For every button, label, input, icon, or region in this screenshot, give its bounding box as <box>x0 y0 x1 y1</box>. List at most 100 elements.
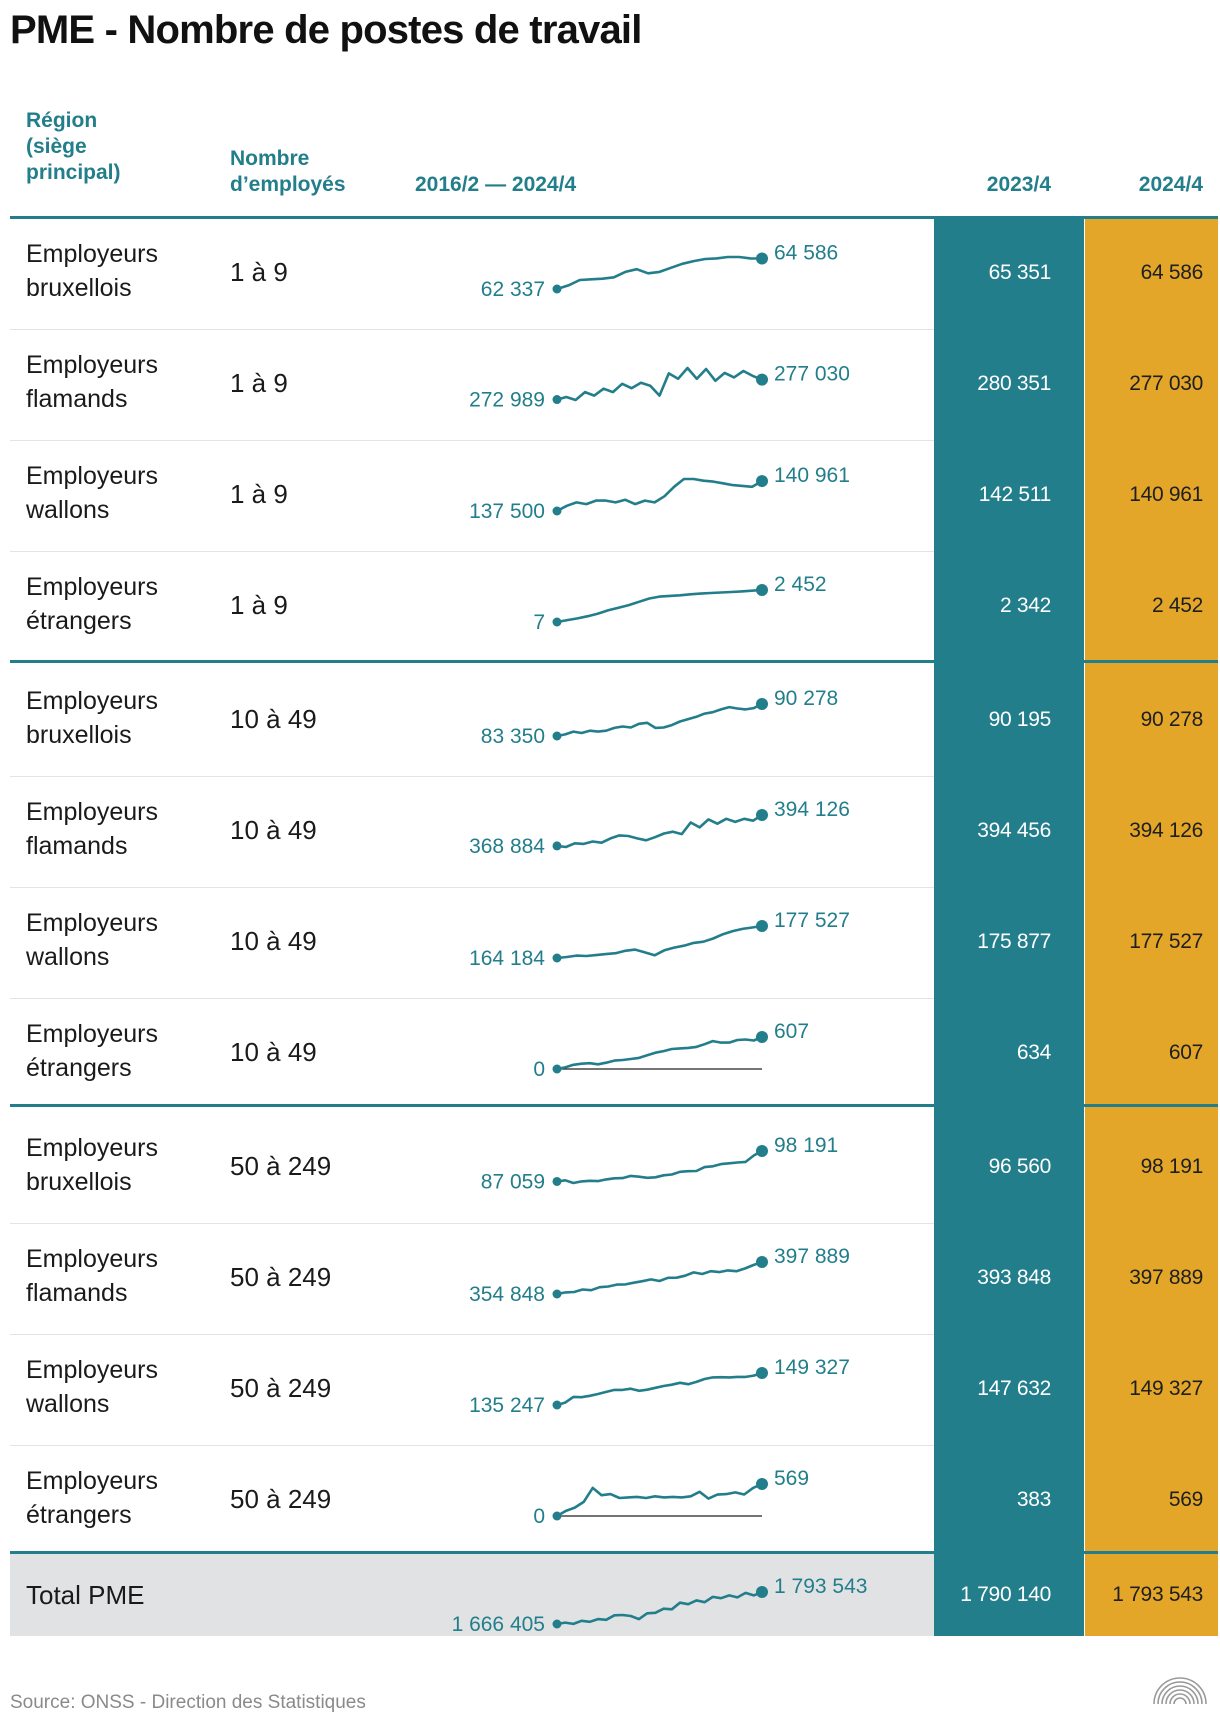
row-value-2024: 140 961 <box>1129 483 1203 506</box>
row-size: 1 à 9 <box>230 479 288 509</box>
header-trend: 2016/2 — 2024/4 <box>415 173 577 196</box>
row-region: Employeurs wallons <box>26 906 158 974</box>
header-2024: 2024/4 <box>1138 173 1203 196</box>
row-value-2024: 98 191 <box>1140 1155 1204 1178</box>
sparkline-start-label: 137 500 <box>469 500 545 523</box>
row-value-2024: 607 <box>1168 1041 1203 1064</box>
sparkline-start-label: 164 184 <box>469 947 545 970</box>
row-value-2024: 90 278 <box>1140 708 1204 731</box>
sparkline-line <box>556 255 763 291</box>
row-region: Employeurs étrangers <box>26 570 158 638</box>
sparkline-end-point <box>756 1031 768 1043</box>
row-region-line: bruxellois <box>26 1168 132 1196</box>
sparkline-end-label: 2 452 <box>774 573 827 596</box>
row-region-line: Employeurs <box>26 1356 158 1384</box>
row-value-2024: 569 <box>1168 1488 1203 1511</box>
sparkline: 83 350 90 278 <box>481 687 838 748</box>
sparkline-line <box>556 1260 763 1296</box>
row-size: 10 à 49 <box>230 815 317 845</box>
sparkline-end-point <box>756 373 768 386</box>
row-value-2023: 393 848 <box>977 1266 1051 1289</box>
row-region-line: étrangers <box>26 607 132 635</box>
sparkline: 164 184 177 527 <box>469 909 850 970</box>
header-divider <box>10 216 1218 219</box>
row-separator <box>10 776 934 777</box>
total-label: Total PME <box>26 1580 145 1610</box>
sparkline: 1 666 405 1 793 543 <box>452 1575 868 1636</box>
row-size: 1 à 9 <box>230 257 288 287</box>
row-region: Employeurs flamands <box>26 1242 158 1310</box>
sparkline-line <box>556 1371 763 1407</box>
header-region-line: (siège <box>26 135 87 158</box>
row-region-line: wallons <box>26 496 110 524</box>
row-separator <box>10 329 934 330</box>
sparkline-end-point <box>756 809 768 821</box>
row-value-2023: 280 351 <box>977 372 1051 395</box>
row-size: 10 à 49 <box>230 704 317 734</box>
sparkline-start-label: 7 <box>533 611 545 634</box>
sparkline: 0 569 <box>533 1467 809 1528</box>
row-region: Employeurs wallons <box>26 1353 158 1421</box>
sparkline-end-point <box>756 1586 768 1598</box>
row-value-2023: 383 <box>1016 1488 1051 1511</box>
row-size: 50 à 249 <box>230 1151 332 1181</box>
sparkline-end-label: 90 278 <box>774 687 838 710</box>
group-divider <box>10 660 1218 663</box>
sparkline-end-point <box>756 1367 768 1379</box>
total-value-2023: 1 790 140 <box>960 1583 1051 1606</box>
total-value-2024: 1 793 543 <box>1112 1583 1203 1606</box>
row-region-line: étrangers <box>26 1054 132 1082</box>
row-region-line: bruxellois <box>26 274 132 302</box>
row-separator <box>10 551 934 552</box>
row-value-2024: 2 452 <box>1151 594 1203 617</box>
sparkline-start-point <box>552 1400 562 1410</box>
header-size: Nombre d’employés <box>230 146 346 198</box>
row-region: Employeurs flamands <box>26 795 158 863</box>
sparkline-line <box>556 702 763 738</box>
sparkline-start-label: 0 <box>533 1058 545 1081</box>
row-value-2023: 90 195 <box>988 708 1052 731</box>
header-region-line: principal) <box>26 161 121 184</box>
header-size-line: d’employés <box>230 173 346 196</box>
row-region-line: Employeurs <box>26 798 158 826</box>
row-region-line: Employeurs <box>26 1245 158 1273</box>
sparkline-end-label: 1 793 543 <box>774 1575 867 1598</box>
row-value-2024: 277 030 <box>1129 372 1203 395</box>
sparkline-start-label: 272 989 <box>469 389 545 412</box>
page-title: PME - Nombre de postes de travail <box>10 8 642 52</box>
row-value-2023: 634 <box>1016 1041 1051 1064</box>
sparkline-start-label: 1 666 405 <box>452 1613 545 1636</box>
row-region: Employeurs bruxellois <box>26 684 158 752</box>
sparkline-start-label: 83 350 <box>481 725 545 748</box>
column-2024-background <box>1085 218 1218 1636</box>
sparkline-line <box>556 1590 763 1626</box>
sparkline-line <box>556 1035 763 1071</box>
sparkline-end-point <box>756 1256 768 1268</box>
group-divider <box>10 1104 1218 1107</box>
row-separator <box>10 1334 934 1335</box>
row-value-2024: 149 327 <box>1129 1377 1203 1400</box>
row-value-2024: 64 586 <box>1140 261 1204 284</box>
row-region-line: Employeurs <box>26 1467 158 1495</box>
sparkline-line <box>556 1149 763 1185</box>
row-value-2023: 65 351 <box>988 261 1052 284</box>
sparkline-start-label: 87 059 <box>481 1170 545 1193</box>
sparkline-start-point <box>552 1619 562 1629</box>
sparkline-end-label: 140 961 <box>774 464 850 487</box>
sparkline-end-point <box>756 698 768 710</box>
sparkline-start-point <box>552 284 562 294</box>
header-2023: 2023/4 <box>986 173 1051 196</box>
row-value-2024: 394 126 <box>1129 819 1203 842</box>
row-value-2023: 2 342 <box>999 594 1051 617</box>
column-2023-background <box>934 218 1084 1636</box>
row-region-line: Employeurs <box>26 909 158 937</box>
sparkline-start-point <box>552 953 562 963</box>
row-separator <box>10 1223 934 1224</box>
sparkline-end-point <box>756 1145 768 1157</box>
sparkline-line <box>556 924 763 960</box>
sparkline-start-point <box>552 506 562 516</box>
row-region: Employeurs étrangers <box>26 1464 158 1532</box>
sparkline-end-point <box>756 475 768 488</box>
sparkline-start-point <box>552 841 562 851</box>
